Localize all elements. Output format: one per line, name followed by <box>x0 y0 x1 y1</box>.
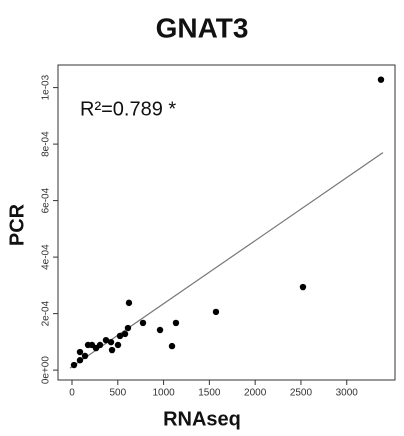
point <box>108 346 116 354</box>
point <box>84 341 92 349</box>
x-tick-label: 1500 <box>198 388 221 399</box>
point <box>168 342 176 350</box>
point <box>172 319 180 327</box>
y-tick-label: 8e-04 <box>41 131 52 157</box>
point <box>76 357 84 364</box>
y-tick-label: 1e-03 <box>41 74 52 100</box>
point <box>102 336 110 344</box>
point <box>377 76 385 83</box>
x-tick-label: 3000 <box>336 388 359 399</box>
point <box>124 324 132 332</box>
y-axis-label: PCR <box>6 203 28 246</box>
point <box>121 330 129 338</box>
point <box>92 344 100 352</box>
y-tick-label: 6e-04 <box>41 187 52 213</box>
y-tick-label: 0e+00 <box>41 356 52 385</box>
point <box>76 348 84 356</box>
x-tick-label: 1000 <box>152 388 175 399</box>
x-tick-label: 2500 <box>290 388 313 399</box>
point <box>116 332 124 340</box>
point <box>107 338 115 346</box>
point <box>70 361 78 369</box>
point <box>299 283 307 291</box>
point <box>125 299 133 307</box>
point <box>114 341 122 349</box>
y-tick-label: 2e-04 <box>41 300 52 326</box>
x-axis-label: RNAseq <box>163 408 241 430</box>
chart-title: GNAT3 <box>156 12 249 43</box>
x-tick-label: 0 <box>69 388 75 399</box>
x-tick-label: 2000 <box>244 388 267 399</box>
annotation: R²=0.789 * <box>80 98 176 120</box>
point <box>212 308 220 316</box>
point <box>139 319 147 327</box>
fit-line <box>69 152 384 369</box>
plot-frame <box>57 64 396 381</box>
point <box>156 326 164 334</box>
point <box>81 352 89 360</box>
y-tick-label: 4e-04 <box>41 244 52 270</box>
x-tick-label: 500 <box>109 388 126 399</box>
